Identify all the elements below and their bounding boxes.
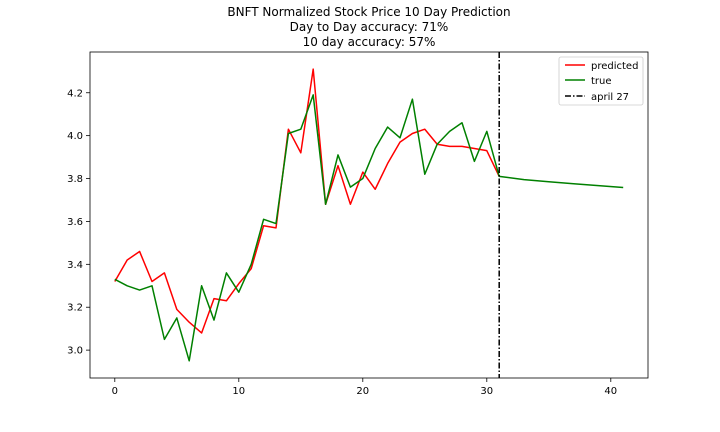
axes-frame (89, 51, 649, 379)
y-tick-label: 3.8 (67, 174, 83, 185)
legend-box (558, 56, 644, 106)
legend-label-predicted: predicted (591, 61, 638, 72)
title-line-2: Day to Day accuracy: 71% (290, 20, 449, 34)
y-tick-label: 3.6 (67, 217, 83, 228)
legend: predicted true april 27 (558, 56, 644, 106)
chart-title: BNFT Normalized Stock Price 10 Day Predi… (227, 5, 510, 49)
y-tick-label: 4.0 (67, 131, 83, 142)
series-line-true (114, 94, 624, 362)
legend-label-april-27: april 27 (591, 92, 629, 103)
x-tick-label: 20 (356, 386, 369, 397)
y-tick-label: 3.2 (67, 303, 83, 314)
x-tick-label: 10 (232, 386, 245, 397)
legend-label-true: true (591, 76, 612, 87)
y-tick-label: 3.4 (67, 260, 83, 271)
plot-area (114, 52, 624, 378)
title-line-3: 10 day accuracy: 57% (303, 35, 436, 49)
x-tick-label: 40 (604, 386, 617, 397)
y-tick-label: 3.0 (67, 346, 83, 357)
title-line-1: BNFT Normalized Stock Price 10 Day Predi… (227, 5, 510, 19)
x-tick-label: 30 (480, 386, 493, 397)
y-tick-label: 4.2 (67, 88, 83, 99)
series-line-predicted (114, 68, 500, 334)
x-tick-label: 0 (112, 386, 118, 397)
x-axis: 0 10 20 30 40 (112, 378, 617, 397)
y-axis: 3.0 3.2 3.4 3.6 3.8 4.0 4.2 (67, 88, 90, 357)
